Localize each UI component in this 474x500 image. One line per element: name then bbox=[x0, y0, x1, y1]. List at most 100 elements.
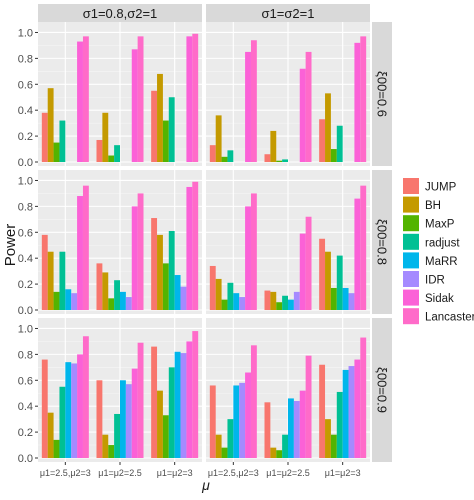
bar-bh bbox=[47, 412, 54, 458]
y-tick-label: 0.2 bbox=[18, 279, 33, 291]
bar-bh bbox=[47, 251, 54, 310]
bar-jump bbox=[209, 265, 216, 310]
y-tick-label: 0.8 bbox=[18, 201, 33, 213]
bar-lancaster bbox=[250, 193, 257, 310]
bar-jump bbox=[151, 346, 158, 458]
bar-jump bbox=[96, 380, 103, 458]
bar-radjust bbox=[114, 145, 120, 162]
legend-label-lancaster: Lancaster bbox=[425, 312, 474, 324]
bar-jump bbox=[96, 263, 103, 310]
bar-radjust bbox=[59, 386, 66, 458]
bar-sidak bbox=[186, 186, 193, 310]
legend-label-marr: MaRR bbox=[425, 256, 458, 268]
col-strip-bg bbox=[38, 4, 202, 22]
bar-sidak bbox=[131, 368, 138, 458]
bar-maxp bbox=[108, 445, 115, 458]
bar-radjust bbox=[282, 159, 288, 162]
y-tick-label: 0.4 bbox=[18, 105, 33, 117]
bar-lancaster bbox=[360, 36, 367, 162]
bar-maxp bbox=[276, 160, 283, 162]
y-tick-label: 0.6 bbox=[18, 227, 33, 239]
bar-sidak bbox=[299, 68, 306, 162]
row-strip-bg bbox=[372, 170, 392, 314]
y-tick-label: 1.0 bbox=[18, 27, 33, 39]
bar-marr bbox=[174, 351, 181, 458]
bar-sidak bbox=[354, 359, 361, 458]
x-tick-label: μ1=2.5,μ2=3 bbox=[40, 468, 91, 478]
y-tick-label: 0.4 bbox=[18, 253, 33, 265]
x-tick-label: μ1=μ2=3 bbox=[157, 468, 193, 478]
row-strip-bg bbox=[372, 22, 392, 166]
bar-maxp bbox=[330, 149, 337, 162]
bar-radjust bbox=[227, 419, 234, 458]
col-strip-label: σ1=0.8,σ2=1 bbox=[83, 6, 158, 21]
y-tick-label: 0.8 bbox=[18, 349, 33, 361]
bar-jump bbox=[319, 238, 326, 310]
bar-sidak bbox=[131, 49, 138, 162]
bar-marr bbox=[233, 385, 240, 458]
bar-sidak bbox=[299, 390, 306, 458]
legend-label-radjust: radjust bbox=[425, 237, 460, 249]
bar-lancaster bbox=[360, 337, 367, 458]
bar-sidak bbox=[77, 196, 83, 310]
bar-bh bbox=[102, 434, 109, 458]
y-axis-title: Power bbox=[2, 224, 19, 267]
legend-swatch-bh bbox=[403, 196, 419, 213]
legend-label-jump: JUMP bbox=[425, 182, 457, 194]
bar-bh bbox=[270, 447, 277, 458]
bar-jump bbox=[264, 290, 271, 310]
row-strip-label: ξ00=0.8 bbox=[375, 219, 390, 265]
bar-lancaster bbox=[137, 193, 144, 310]
col-strip-bg bbox=[206, 4, 370, 22]
bar-radjust bbox=[168, 367, 175, 458]
bar-radjust bbox=[227, 150, 234, 162]
bar-maxp bbox=[53, 291, 60, 310]
bar-jump bbox=[264, 402, 271, 458]
bar-marr bbox=[288, 299, 294, 310]
bar-bh bbox=[102, 272, 109, 310]
bar-jump bbox=[319, 364, 326, 458]
row-strip-label: ξ00=0.9 bbox=[375, 367, 390, 413]
y-tick-label: 0.2 bbox=[18, 131, 33, 143]
bar-jump bbox=[41, 234, 48, 310]
bar-sidak bbox=[77, 41, 83, 162]
bar-bh bbox=[325, 419, 331, 458]
x-tick-label: μ1=μ2=2.5 bbox=[98, 468, 141, 478]
bar-marr bbox=[65, 289, 72, 310]
bar-maxp bbox=[108, 155, 115, 162]
bar-bh bbox=[47, 88, 54, 162]
bar-radjust bbox=[168, 230, 175, 310]
bar-bh bbox=[215, 278, 222, 310]
legend-swatch-maxp bbox=[403, 215, 419, 232]
legend-swatch-sidak bbox=[403, 289, 419, 306]
bar-idr bbox=[348, 366, 355, 458]
bar-maxp bbox=[221, 156, 228, 162]
bar-sidak bbox=[186, 341, 193, 458]
y-tick-label: 0.6 bbox=[18, 375, 33, 387]
y-tick-label: 0.0 bbox=[18, 305, 33, 317]
bar-bh bbox=[157, 73, 163, 162]
bar-maxp bbox=[53, 439, 60, 458]
bar-idr bbox=[239, 297, 246, 310]
bar-idr bbox=[71, 293, 78, 310]
bar-lancaster bbox=[305, 51, 312, 162]
bar-maxp bbox=[108, 298, 115, 310]
bar-bh bbox=[157, 234, 163, 310]
bar-maxp bbox=[221, 447, 228, 458]
bar-maxp bbox=[330, 434, 337, 458]
bar-radjust bbox=[114, 413, 120, 458]
bar-idr bbox=[180, 353, 187, 458]
y-tick-label: 0.8 bbox=[18, 53, 33, 65]
bar-radjust bbox=[336, 391, 343, 458]
bar-lancaster bbox=[192, 331, 199, 458]
bar-radjust bbox=[59, 120, 66, 162]
y-tick-label: 0.0 bbox=[18, 157, 33, 169]
bar-lancaster bbox=[137, 342, 144, 458]
bar-radjust bbox=[114, 280, 120, 310]
bar-jump bbox=[209, 145, 216, 162]
y-tick-label: 0.2 bbox=[18, 427, 33, 439]
bar-sidak bbox=[131, 206, 138, 310]
bar-radjust bbox=[168, 97, 175, 162]
